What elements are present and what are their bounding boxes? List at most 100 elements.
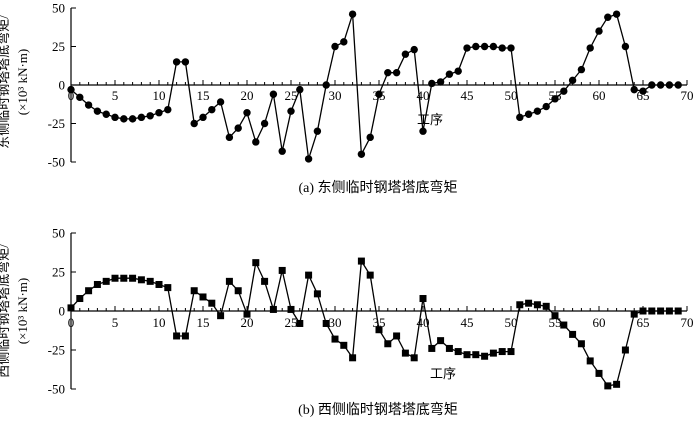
data-point	[639, 307, 647, 315]
data-point	[648, 307, 656, 315]
data-point	[498, 348, 506, 356]
data-point	[551, 312, 559, 320]
data-point	[621, 42, 630, 51]
x-tick-label: 60	[593, 88, 606, 103]
data-point	[489, 42, 498, 51]
data-point	[393, 332, 401, 340]
data-point	[375, 326, 383, 334]
x-tick-label: 10	[153, 315, 166, 330]
data-point	[481, 352, 489, 360]
data-point	[577, 65, 586, 74]
data-point	[454, 348, 462, 356]
data-point	[577, 340, 585, 348]
data-point	[278, 147, 286, 155]
y-tick-label: 25	[52, 39, 65, 54]
data-point	[366, 271, 374, 279]
data-point	[340, 341, 348, 349]
data-point	[604, 13, 612, 21]
data-point	[419, 127, 427, 135]
data-point	[516, 301, 524, 309]
x-tick-label: 70	[681, 88, 694, 103]
data-point	[313, 127, 322, 135]
data-point	[604, 382, 612, 390]
data-point	[128, 115, 137, 123]
y-tick-label: 50	[52, 226, 65, 241]
data-point	[595, 27, 603, 35]
data-point	[304, 155, 313, 163]
x-tick-label: 15	[197, 88, 210, 103]
data-point	[305, 271, 313, 279]
panel-caption: (b) 西侧临时钢塔塔底弯矩	[298, 401, 458, 418]
data-point	[445, 344, 453, 352]
data-point	[384, 68, 392, 77]
data-point	[322, 319, 330, 327]
data-point	[595, 369, 603, 377]
x-tick-label: 30	[329, 88, 342, 103]
x-tick-label: 70	[681, 315, 694, 330]
data-point	[129, 274, 137, 282]
y-axis-label-line2: (×10³ kN·m)	[15, 278, 30, 344]
data-point	[480, 42, 489, 51]
series-line	[70, 13, 679, 160]
data-point	[216, 98, 225, 106]
data-point	[349, 354, 357, 362]
x-tick-label: 25	[285, 88, 298, 103]
data-point	[217, 312, 225, 320]
y-tick-label: 50	[52, 1, 65, 16]
x-tick-label: 20	[241, 88, 254, 103]
data-point	[287, 305, 295, 313]
data-point	[296, 319, 304, 327]
y-tick-label: 0	[59, 78, 66, 93]
data-point	[84, 101, 93, 109]
data-point	[533, 301, 541, 309]
data-point	[489, 349, 497, 357]
data-point	[85, 287, 93, 295]
data-point	[181, 58, 190, 66]
data-point	[111, 113, 119, 122]
data-point	[155, 280, 163, 288]
data-point	[401, 349, 409, 357]
x-tick-label: 20	[241, 315, 254, 330]
series-line	[70, 260, 679, 387]
data-point	[463, 44, 471, 52]
data-point	[225, 277, 233, 285]
data-point	[560, 87, 568, 95]
data-point	[586, 357, 594, 365]
x-tick-label: 50	[505, 88, 518, 103]
data-point	[542, 102, 550, 111]
data-point	[287, 107, 295, 115]
x-tick-label: 45	[461, 315, 474, 330]
data-point	[639, 87, 647, 95]
data-point	[630, 310, 638, 318]
data-point	[322, 81, 330, 89]
data-point	[613, 380, 621, 388]
data-point	[173, 332, 181, 340]
data-point	[76, 93, 84, 102]
data-point	[199, 113, 207, 122]
data-point	[261, 277, 269, 285]
data-point	[401, 50, 410, 58]
x-tick-label: 5	[112, 88, 119, 103]
data-point	[76, 295, 84, 303]
y-tick-label: -25	[48, 343, 65, 358]
y-tick-label: -50	[48, 382, 65, 397]
data-point	[67, 85, 75, 94]
data-point	[120, 115, 128, 123]
data-point	[569, 330, 577, 338]
data-point	[348, 10, 357, 18]
data-point	[102, 277, 110, 285]
data-point	[137, 113, 146, 122]
data-point	[93, 280, 101, 288]
x-tick-label: 0	[68, 88, 75, 103]
data-point	[340, 38, 348, 46]
data-point	[243, 310, 251, 318]
data-point	[269, 90, 278, 98]
data-point	[463, 351, 471, 359]
data-point	[137, 276, 145, 284]
data-point	[278, 266, 286, 274]
data-point	[436, 78, 445, 86]
data-point	[472, 42, 480, 51]
y-tick-label: -25	[48, 116, 65, 131]
data-point	[208, 105, 216, 114]
